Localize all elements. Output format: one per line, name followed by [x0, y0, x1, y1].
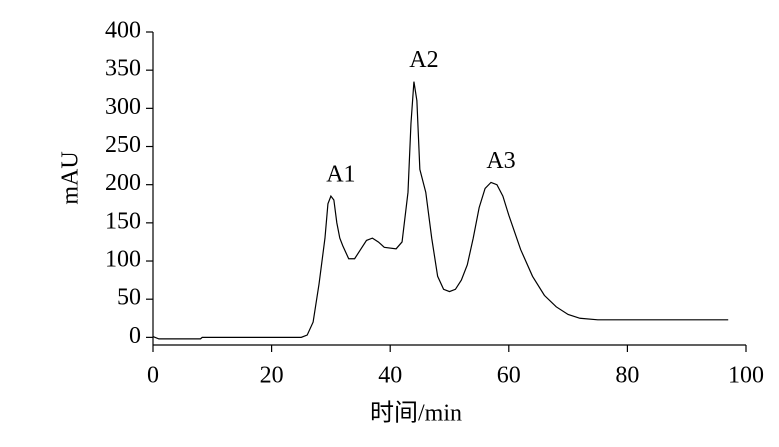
x-tick-label: 60	[497, 363, 521, 389]
annotation: A3	[486, 148, 515, 174]
y-tick-label: 250	[105, 132, 141, 158]
x-tick-label: 40	[378, 363, 402, 389]
x-axis-label: 时间/min	[370, 400, 462, 427]
y-tick-label: 0	[129, 323, 141, 349]
annotation: A1	[326, 162, 355, 188]
y-tick-label: 50	[117, 285, 141, 311]
y-tick-label: 100	[105, 247, 141, 273]
y-axis-label: mAU	[58, 151, 84, 204]
x-tick-label: 100	[728, 363, 764, 389]
y-tick-label: 350	[105, 56, 141, 82]
y-tick-label: 200	[105, 170, 141, 196]
x-tick-label: 80	[615, 363, 639, 389]
x-tick-label: 20	[260, 363, 284, 389]
y-tick-label: 300	[105, 94, 141, 120]
y-tick-label: 150	[105, 208, 141, 234]
y-tick-label: 400	[105, 18, 141, 44]
line	[152, 81, 729, 340]
annotation: A2	[409, 47, 438, 73]
x-tick-label: 0	[147, 363, 159, 389]
